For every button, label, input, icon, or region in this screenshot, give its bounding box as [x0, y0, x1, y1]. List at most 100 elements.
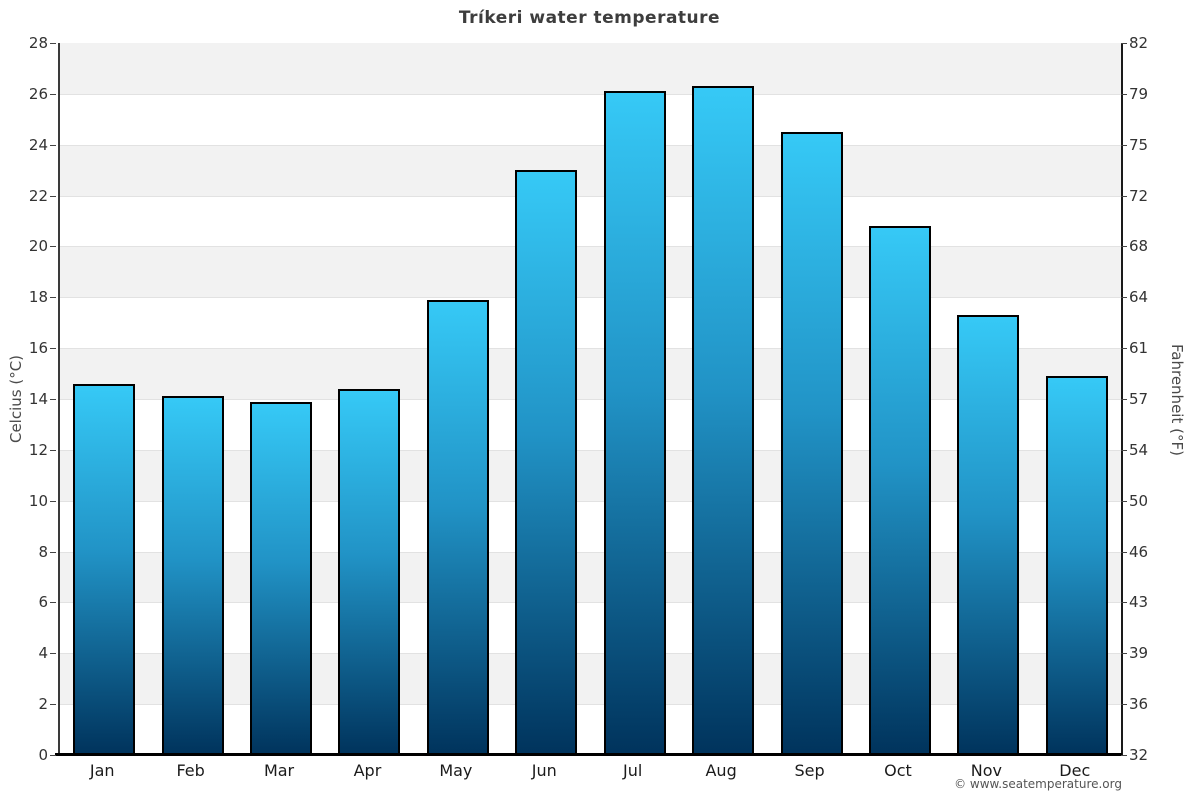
gridline — [60, 144, 1121, 146]
bar-jan — [73, 383, 136, 755]
fahrenheit-tick-mark — [1121, 297, 1127, 299]
celsius-tick-mark — [50, 144, 56, 146]
celsius-tick-mark — [50, 43, 56, 44]
celsius-tick-mark — [50, 246, 56, 248]
background-stripe — [60, 449, 1121, 501]
fahrenheit-tick-mark — [1121, 348, 1127, 350]
celsius-tick-label: 2 — [38, 695, 48, 714]
bar-apr — [338, 388, 401, 755]
celsius-tick-mark — [50, 755, 56, 756]
gridline — [60, 602, 1121, 604]
bar-sep — [780, 132, 843, 755]
fahrenheit-tick-label: 43 — [1129, 593, 1149, 612]
celsius-tick-mark — [50, 399, 56, 400]
celsius-tick-label: 10 — [28, 491, 48, 510]
celsius-tick-label: 4 — [38, 644, 48, 663]
bar-jul — [603, 91, 666, 755]
background-stripe — [60, 348, 1121, 399]
fahrenheit-tick-label: 36 — [1129, 695, 1149, 714]
gridline — [60, 704, 1121, 706]
bar-mar — [250, 401, 313, 755]
fahrenheit-tick-mark — [1121, 755, 1127, 756]
attribution-text: © www.seatemperature.org — [954, 777, 1122, 791]
fahrenheit-tick-mark — [1121, 704, 1127, 706]
plot-area — [58, 43, 1123, 755]
month-label-feb: Feb — [176, 761, 205, 780]
background-stripe — [60, 500, 1121, 552]
celsius-tick-mark — [50, 500, 56, 502]
background-stripe — [60, 144, 1121, 196]
fahrenheit-tick-label: 50 — [1129, 491, 1149, 510]
month-label-apr: Apr — [353, 761, 382, 780]
month-label-oct: Oct — [884, 761, 912, 780]
fahrenheit-tick-mark — [1121, 653, 1127, 655]
fahrenheit-tick-label: 54 — [1129, 440, 1149, 459]
month-label-jun: Jun — [531, 761, 557, 780]
fahrenheit-tick-mark — [1121, 43, 1127, 44]
background-stripe — [60, 297, 1121, 349]
chart-title: Tríkeri water temperature — [458, 8, 721, 28]
month-label-dec: Dec — [1059, 761, 1091, 780]
bar-jun — [515, 170, 578, 755]
background-stripe — [60, 43, 1121, 94]
fahrenheit-tick-label: 75 — [1129, 135, 1149, 154]
celsius-tick-label: 20 — [28, 237, 48, 256]
celsius-tick-mark — [50, 704, 56, 706]
fahrenheit-tick-mark — [1121, 551, 1127, 553]
fahrenheit-tick-label: 72 — [1129, 186, 1149, 205]
gridline — [60, 195, 1121, 197]
celsius-tick-label: 0 — [38, 746, 48, 764]
month-label-may: May — [439, 761, 473, 780]
celsius-tick-mark — [50, 195, 56, 197]
celsius-tick-label: 24 — [28, 135, 48, 154]
background-stripe — [60, 246, 1121, 298]
celsius-tick-mark — [50, 93, 56, 95]
celsius-tick-mark — [50, 653, 56, 655]
month-label-jul: Jul — [623, 761, 643, 780]
fahrenheit-tick-mark — [1121, 399, 1127, 400]
bar-may — [426, 299, 489, 755]
celsius-tick-mark — [50, 297, 56, 299]
celsius-tick-mark — [50, 602, 56, 604]
celsius-tick-mark — [50, 551, 56, 553]
background-stripe — [60, 551, 1121, 603]
background-stripe — [60, 602, 1121, 654]
fahrenheit-tick-mark — [1121, 195, 1127, 197]
gridline — [60, 93, 1121, 95]
fahrenheit-tick-label: 46 — [1129, 542, 1149, 561]
celsius-tick-label: 8 — [38, 542, 48, 561]
background-stripe — [60, 195, 1121, 247]
background-stripe — [60, 653, 1121, 705]
fahrenheit-tick-label: 32 — [1129, 746, 1149, 764]
bar-nov — [957, 315, 1020, 755]
celsius-tick-label: 22 — [28, 186, 48, 205]
bar-oct — [868, 226, 931, 755]
fahrenheit-tick-label: 79 — [1129, 84, 1149, 103]
bar-feb — [161, 396, 224, 755]
fahrenheit-tick-label: 68 — [1129, 237, 1149, 256]
gridline — [60, 246, 1121, 248]
bar-dec — [1045, 376, 1108, 755]
fahrenheit-tick-label: 61 — [1129, 339, 1149, 358]
fahrenheit-tick-mark — [1121, 144, 1127, 146]
fahrenheit-tick-label: 64 — [1129, 288, 1149, 307]
gridline — [60, 500, 1121, 502]
celsius-tick-mark — [50, 449, 56, 451]
month-label-jan: Jan — [89, 761, 115, 780]
celsius-tick-label: 16 — [28, 339, 48, 358]
celsius-tick-label: 6 — [38, 593, 48, 612]
x-axis-line — [55, 753, 1122, 756]
fahrenheit-tick-label: 57 — [1129, 390, 1149, 408]
celsius-tick-label: 12 — [28, 440, 48, 459]
gridline — [60, 551, 1121, 553]
month-label-nov: Nov — [970, 761, 1002, 780]
fahrenheit-tick-mark — [1121, 246, 1127, 248]
month-label-sep: Sep — [794, 761, 825, 780]
fahrenheit-tick-label: 39 — [1129, 644, 1149, 663]
fahrenheit-tick-mark — [1121, 602, 1127, 604]
background-stripe — [60, 704, 1121, 755]
gridline — [60, 348, 1121, 350]
celsius-tick-label: 14 — [28, 390, 48, 408]
background-stripe — [60, 93, 1121, 145]
